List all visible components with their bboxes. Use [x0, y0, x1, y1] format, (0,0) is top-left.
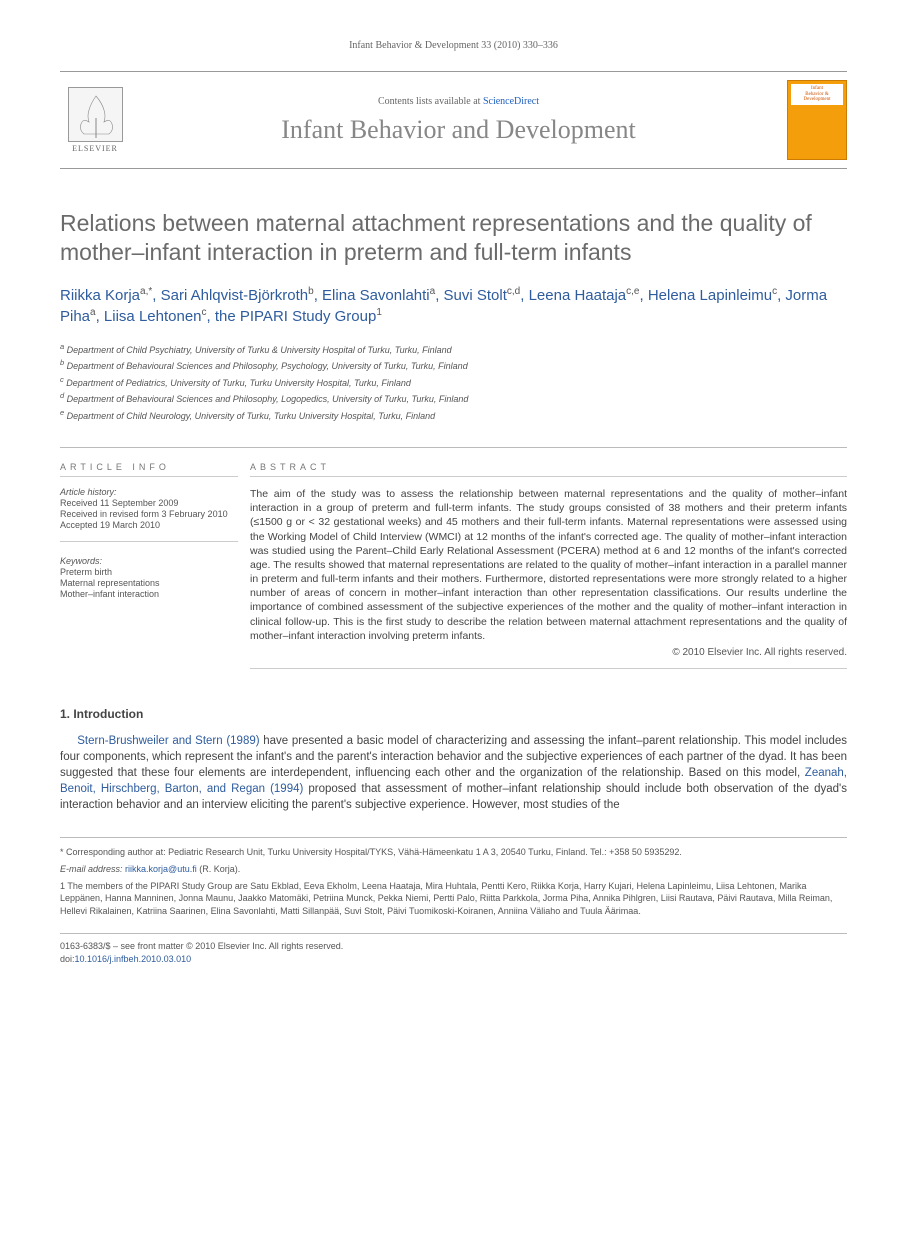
doi-link[interactable]: 10.1016/j.infbeh.2010.03.010 [75, 954, 192, 964]
footnotes-block: * Corresponding author at: Pediatric Res… [60, 837, 847, 917]
affiliation-line: b Department of Behavioural Sciences and… [60, 357, 847, 374]
history-line: Received 11 September 2009 [60, 498, 238, 508]
front-matter-line: 0163-6383/$ – see front matter © 2010 El… [60, 940, 847, 953]
email-note: E-mail address: riikka.korja@utu.fi (R. … [60, 863, 847, 876]
email-address[interactable]: riikka.korja@utu.fi [125, 864, 197, 874]
article-title: Relations between maternal attachment re… [60, 209, 847, 267]
section-heading-intro: 1. Introduction [60, 707, 847, 721]
affiliations-list: a Department of Child Psychiatry, Univer… [60, 341, 847, 424]
journal-header: ELSEVIER Contents lists available at Sci… [60, 71, 847, 169]
publisher-logo: ELSEVIER [60, 80, 130, 160]
citation-link[interactable]: Stern-Brushweiler and Stern (1989) [77, 735, 259, 747]
history-line: Received in revised form 3 February 2010 [60, 509, 238, 519]
corresponding-author-note: * Corresponding author at: Pediatric Res… [60, 846, 847, 859]
email-label: E-mail address: [60, 864, 123, 874]
history-label: Article history: [60, 487, 238, 497]
journal-title: Infant Behavior and Development [130, 115, 787, 145]
running-head: Infant Behavior & Development 33 (2010) … [60, 40, 847, 51]
study-group-note: 1 The members of the PIPARI Study Group … [60, 880, 847, 918]
affiliation-line: e Department of Child Neurology, Univers… [60, 407, 847, 424]
keyword: Preterm birth [60, 567, 238, 577]
thumb-line: Development [792, 97, 842, 103]
sciencedirect-link[interactable]: ScienceDirect [483, 96, 539, 107]
affiliation-line: a Department of Child Psychiatry, Univer… [60, 341, 847, 358]
email-author-name: (R. Korja). [199, 864, 240, 874]
elsevier-tree-icon [68, 87, 123, 142]
journal-title-block: Contents lists available at ScienceDirec… [130, 96, 787, 145]
thumb-title: Infant Behavior & Development [791, 84, 843, 105]
keywords-block: Keywords: Preterm birth Maternal represe… [60, 556, 238, 599]
journal-cover-thumb: Infant Behavior & Development [787, 80, 847, 160]
keyword: Mother–infant interaction [60, 589, 238, 599]
keywords-label: Keywords: [60, 556, 238, 566]
contents-available: Contents lists available at ScienceDirec… [130, 96, 787, 107]
affiliation-line: d Department of Behavioural Sciences and… [60, 390, 847, 407]
info-abstract-row: ARTICLE INFO Article history: Received 1… [60, 447, 847, 683]
article-info-col: ARTICLE INFO Article history: Received 1… [60, 448, 250, 683]
authors-list: Riikka Korjaa,*, Sari Ahlqvist-Björkroth… [60, 285, 847, 327]
article-history-block: Article history: Received 11 September 2… [60, 487, 238, 542]
abstract-text: The aim of the study was to assess the r… [250, 487, 847, 643]
history-line: Accepted 19 March 2010 [60, 520, 238, 530]
article-info-heading: ARTICLE INFO [60, 462, 238, 477]
copyright-block: 0163-6383/$ – see front matter © 2010 El… [60, 933, 847, 965]
abstract-col: ABSTRACT The aim of the study was to ass… [250, 448, 847, 683]
abstract-copyright: © 2010 Elsevier Inc. All rights reserved… [250, 647, 847, 669]
doi-label: doi: [60, 954, 75, 964]
keyword: Maternal representations [60, 578, 238, 588]
publisher-name: ELSEVIER [72, 144, 118, 153]
intro-paragraph: Stern-Brushweiler and Stern (1989) have … [60, 733, 847, 813]
doi-line: doi:10.1016/j.infbeh.2010.03.010 [60, 953, 847, 966]
contents-prefix: Contents lists available at [378, 96, 483, 107]
affiliation-line: c Department of Pediatrics, University o… [60, 374, 847, 391]
abstract-heading: ABSTRACT [250, 462, 847, 477]
